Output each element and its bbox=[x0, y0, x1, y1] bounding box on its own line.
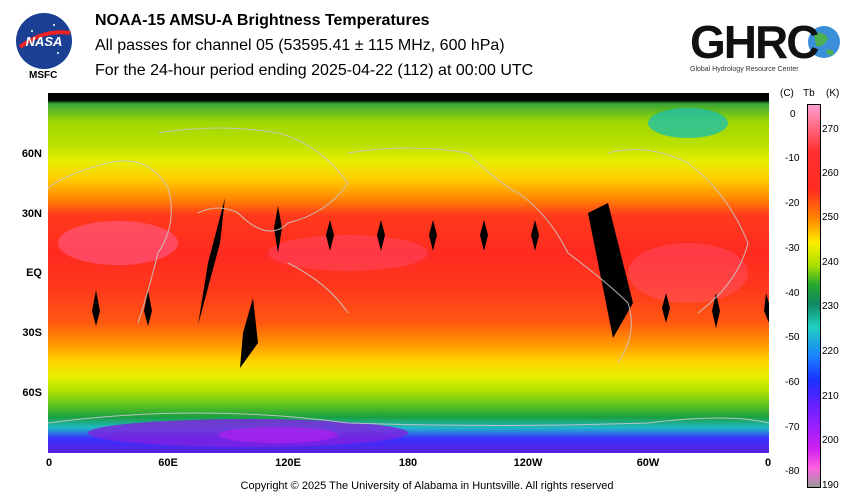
brightness-temperature-map bbox=[47, 93, 770, 453]
colorbar-k-tick: 270 bbox=[822, 124, 839, 135]
nasa-logo-text: NASA bbox=[26, 34, 63, 49]
map-svg bbox=[47, 93, 770, 453]
lat-label-60s: 60S bbox=[22, 387, 42, 399]
colorbar-k-tick: 200 bbox=[822, 435, 839, 446]
colorbar-c-tick: -20 bbox=[785, 198, 800, 209]
colorbar-k-tick: 260 bbox=[822, 168, 839, 179]
lon-label-60w: 60W bbox=[636, 457, 660, 469]
msfc-caption: MSFC bbox=[29, 70, 58, 81]
lat-label-30s: 30S bbox=[22, 327, 42, 339]
colorbar-k-tick: 240 bbox=[822, 257, 839, 268]
colorbar-c-tick: -80 bbox=[785, 466, 800, 477]
colorbar-c-tick: 0 bbox=[790, 109, 796, 120]
lon-label-60e: 60E bbox=[158, 457, 178, 469]
colorbar-k-tick: 210 bbox=[822, 391, 839, 402]
copyright-notice: Copyright © 2025 The University of Alaba… bbox=[240, 480, 614, 492]
colorbar-k-tick: 220 bbox=[822, 346, 839, 357]
lon-label-120e: 120E bbox=[275, 457, 301, 469]
colorbar bbox=[807, 104, 821, 488]
colorbar-unit-tb: Tb bbox=[803, 88, 815, 99]
ghrc-logo-text: GHRC bbox=[690, 16, 818, 68]
colorbar-c-tick: -40 bbox=[785, 288, 800, 299]
colorbar-unit-kelvin: (K) bbox=[826, 88, 840, 99]
lon-label-120w: 120W bbox=[513, 457, 543, 469]
colorbar-c-tick: -10 bbox=[785, 153, 800, 164]
lat-label-60n: 60N bbox=[21, 148, 42, 160]
lon-label-180: 180 bbox=[398, 457, 418, 469]
colorbar-c-tick: -70 bbox=[785, 422, 800, 433]
ghrc-caption: Global Hydrology Resource Center bbox=[690, 66, 799, 73]
colorbar-k-tick: 190 bbox=[822, 480, 839, 491]
lat-label-eq: EQ bbox=[26, 267, 42, 279]
colorbar-c-tick: -60 bbox=[785, 377, 800, 388]
colorbar-k-tick: 230 bbox=[822, 301, 839, 312]
nasa-logo: NASA bbox=[14, 11, 74, 81]
page-subtitle-period: For the 24-hour period ending 2025-04-22… bbox=[95, 62, 534, 79]
colorbar-c-tick: -30 bbox=[785, 243, 800, 254]
colorbar-unit-celsius: (C) bbox=[780, 88, 794, 99]
colorbar-k-tick: 250 bbox=[822, 212, 839, 223]
lon-label-0-east: 0 bbox=[764, 457, 772, 469]
lon-label-0-west: 0 bbox=[45, 457, 53, 469]
lat-label-30n: 30N bbox=[21, 208, 42, 220]
page-title: NOAA-15 AMSU-A Brightness Temperatures bbox=[95, 12, 430, 29]
colorbar-c-tick: -50 bbox=[785, 332, 800, 343]
page-subtitle-channel: All passes for channel 05 (53595.41 ± 11… bbox=[95, 37, 505, 54]
ghrc-logo: GHRC Global Hydrology Resource Center bbox=[688, 10, 850, 78]
